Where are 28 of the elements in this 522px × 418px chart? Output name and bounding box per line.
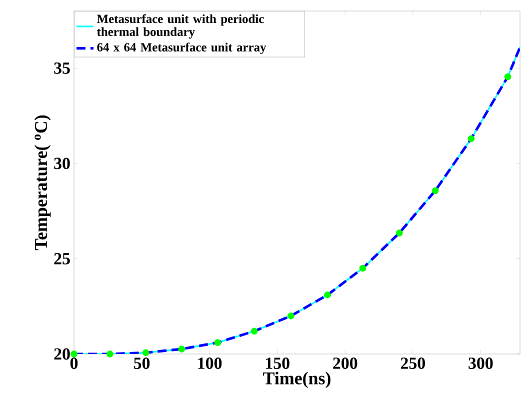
- y-tick-label: 30: [54, 158, 70, 170]
- point: [324, 291, 331, 298]
- x-tick-label: 50: [134, 358, 150, 369]
- x-tick-label: 100: [198, 358, 222, 369]
- point: [142, 349, 150, 356]
- point: [250, 328, 258, 335]
- point: [178, 346, 186, 352]
- x-axis-title: Time(ns): [263, 372, 330, 388]
- point: [432, 187, 439, 194]
- legend-label: Metasurface unit with periodic thermal boundary: [96, 14, 264, 39]
- point: [359, 264, 366, 272]
- point: [396, 230, 403, 236]
- x-tick-label: 300: [468, 358, 493, 369]
- x-tick-label: 150: [266, 358, 290, 369]
- point: [70, 350, 78, 358]
- point: [468, 135, 475, 142]
- y-tick-label: 25: [54, 253, 70, 264]
- point: [287, 312, 294, 320]
- y-tick-label: 20: [54, 348, 70, 360]
- x-tick-label: 250: [400, 358, 425, 369]
- x-tick-label: 0: [70, 358, 78, 369]
- y-axis-title: Temperature( $^{o}$C): [34, 115, 51, 250]
- point: [214, 339, 222, 346]
- legend-label: 64 x 64 Metasurface unit array: [97, 42, 266, 54]
- x-tick-label: 200: [333, 358, 358, 369]
- point: [504, 73, 512, 80]
- point: [106, 350, 114, 358]
- y-tick-label: 35: [54, 62, 70, 74]
